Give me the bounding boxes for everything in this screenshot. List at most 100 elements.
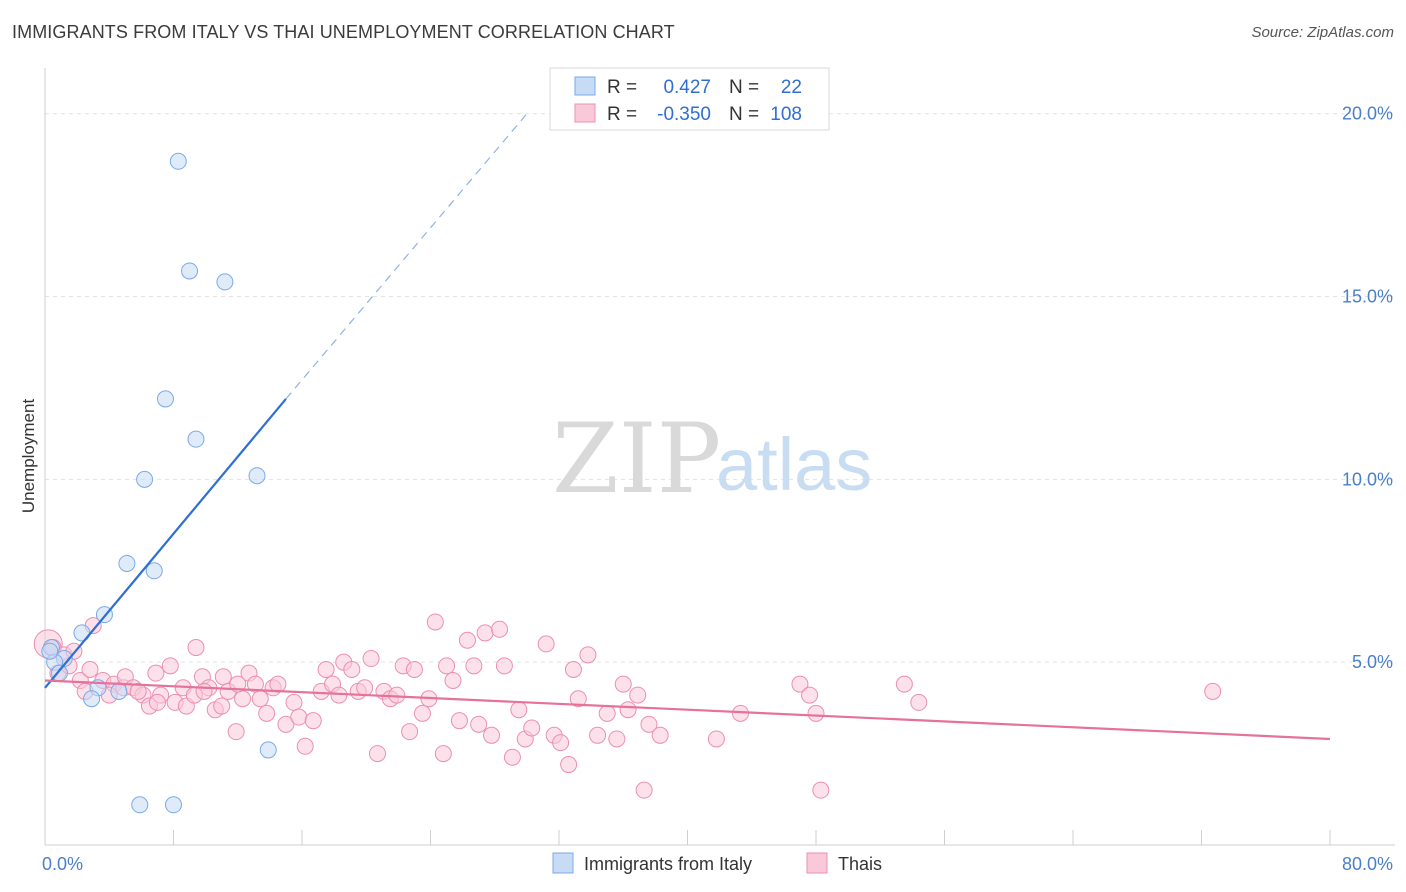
thais-point-75 xyxy=(537,635,555,653)
thais-point-14 xyxy=(147,664,165,682)
legend-n-value-1: 108 xyxy=(770,104,802,125)
thais-point-64 xyxy=(458,631,476,649)
thais-point-74 xyxy=(523,719,541,737)
thais-point-37 xyxy=(285,693,303,711)
watermark-atlas: atlas xyxy=(716,423,872,506)
thais-point-63 xyxy=(450,712,468,730)
legend-r-label-1: R = xyxy=(607,104,637,125)
thais-point-40 xyxy=(304,712,322,730)
bottom-legend-swatch-1 xyxy=(806,852,828,874)
italy-point-18 xyxy=(259,741,277,759)
thais-point-85 xyxy=(614,675,632,693)
legend-n-value-0: 22 xyxy=(781,77,802,98)
thais-point-91 xyxy=(707,730,725,748)
thais-point-36 xyxy=(277,715,295,733)
italy-point-8 xyxy=(145,562,163,580)
italy-point-5 xyxy=(136,470,154,488)
thais-point-71 xyxy=(503,748,521,766)
bottom-legend: Immigrants from Italy Thais xyxy=(552,852,882,874)
thais-point-105 xyxy=(148,693,166,711)
thais-point-90 xyxy=(651,726,669,744)
italy-point-1 xyxy=(181,262,199,280)
thais-point-66 xyxy=(470,715,488,733)
thais-point-69 xyxy=(491,620,509,638)
thais-point-79 xyxy=(564,660,582,678)
thais-point-56 xyxy=(405,660,423,678)
italy-point-21 xyxy=(41,642,59,660)
legend-r-value-0: 0.427 xyxy=(663,77,711,98)
chart-title: IMMIGRANTS FROM ITALY VS THAI UNEMPLOYME… xyxy=(12,22,675,42)
thais-point-93 xyxy=(791,675,809,693)
source-label: Source: ZipAtlas.com xyxy=(1251,24,1394,41)
bottom-legend-label-1: Thais xyxy=(838,854,882,874)
thais-point-62 xyxy=(444,671,462,689)
thais-point-106 xyxy=(195,682,213,700)
thais-point-86 xyxy=(619,701,637,719)
italy-point-0 xyxy=(169,152,187,170)
italy-point-2 xyxy=(216,273,234,291)
italy-point-17 xyxy=(83,690,101,708)
thais-point-72 xyxy=(510,701,528,719)
italy-point-3 xyxy=(156,390,174,408)
thais-point-84 xyxy=(608,730,626,748)
thais-point-78 xyxy=(560,756,578,774)
bottom-legend-swatch-0 xyxy=(552,852,574,874)
thais-point-25 xyxy=(213,697,231,715)
thais-point-21 xyxy=(187,639,205,657)
thais-point-42 xyxy=(317,660,335,678)
thais-point-80 xyxy=(569,690,587,708)
legend-box xyxy=(549,67,830,131)
legend-swatch-0 xyxy=(574,76,596,96)
thais-point-94 xyxy=(801,686,819,704)
thais-point-95 xyxy=(807,704,825,722)
y-tick-label-3: 20.0% xyxy=(1342,104,1393,124)
thais-point-57 xyxy=(413,704,431,722)
thais-point-104 xyxy=(129,682,147,700)
bottom-legend-label-0: Immigrants from Italy xyxy=(584,854,752,874)
thais-point-68 xyxy=(483,726,501,744)
grid-lines xyxy=(45,113,1395,663)
thais-point-82 xyxy=(589,726,607,744)
thais-point-50 xyxy=(368,745,386,763)
y-tick-label-1: 10.0% xyxy=(1342,469,1393,489)
data-points xyxy=(33,152,1222,814)
thais-point-67 xyxy=(476,624,494,642)
italy-point-6 xyxy=(248,467,266,485)
thais-point-87 xyxy=(629,686,647,704)
italy-point-16 xyxy=(110,682,128,700)
thais-point-46 xyxy=(343,660,361,678)
thais-point-65 xyxy=(465,657,483,675)
legend: R = 0.427 N = 22 R = -0.350 N = 108 xyxy=(549,67,830,131)
thais-point-81 xyxy=(579,646,597,664)
italy-point-19 xyxy=(131,796,149,814)
italy-point-10 xyxy=(73,624,91,642)
legend-n-label-1: N = xyxy=(729,104,759,125)
thais-point-97 xyxy=(895,675,913,693)
thais-point-83 xyxy=(598,704,616,722)
y-axis-label: Unemployment xyxy=(19,399,38,514)
thais-point-38 xyxy=(290,708,308,726)
thais-point-33 xyxy=(258,704,276,722)
italy-trend-extension xyxy=(285,113,528,400)
legend-r-label-0: R = xyxy=(607,77,637,98)
thais-point-32 xyxy=(251,690,269,708)
thais-point-16 xyxy=(161,657,179,675)
thais-point-53 xyxy=(388,686,406,704)
italy-point-7 xyxy=(118,554,136,572)
thais-point-26 xyxy=(214,668,232,686)
thais-point-77 xyxy=(552,734,570,752)
thais-point-89 xyxy=(640,715,658,733)
watermark-zip: ZIP xyxy=(552,403,721,515)
thais-point-6 xyxy=(81,660,99,678)
watermark: ZIP atlas xyxy=(552,403,872,515)
y-tick-label-2: 15.0% xyxy=(1342,287,1393,307)
thais-point-88 xyxy=(635,781,653,799)
legend-r-value-1: -0.350 xyxy=(657,104,711,125)
x-tick-label-1: 80.0% xyxy=(1342,854,1393,874)
italy-trend-line xyxy=(44,398,287,689)
legend-swatch-1 xyxy=(574,103,596,123)
thais-point-48 xyxy=(356,679,374,697)
x-tick-labels: 0.0% 80.0% xyxy=(42,854,1393,874)
thais-point-55 xyxy=(401,723,419,741)
